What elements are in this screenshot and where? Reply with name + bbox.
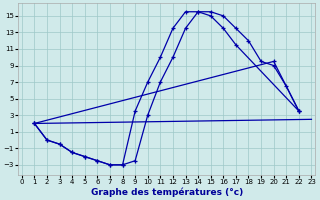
X-axis label: Graphe des températures (°c): Graphe des températures (°c) bbox=[91, 187, 243, 197]
